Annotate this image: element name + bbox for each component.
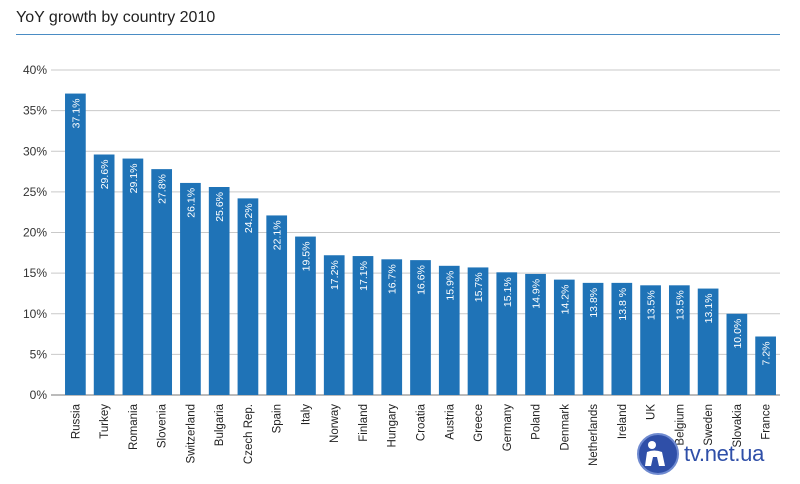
x-category-label: Ireland [617,404,629,439]
bar [496,272,518,395]
data-label: 13.8 % [617,288,629,321]
y-tick-label: 15% [23,266,47,280]
x-category-label: Croatia [416,403,428,441]
data-label: 24.2% [243,203,255,233]
title-divider [16,34,780,35]
data-label: 17.2% [329,260,341,290]
x-category-label: Spain [272,404,284,433]
bar [668,285,690,395]
x-category-label: Turkey [99,404,111,439]
y-tick-label: 0% [30,388,48,402]
data-label: 14.2% [559,285,571,315]
bar [65,93,86,395]
data-label: 15.7% [473,272,485,302]
x-axis-labels: Russia Turkey Romania Slovenia Switzerland Bu… [70,403,772,466]
bar [726,313,748,395]
data-label: 10.0% [732,319,744,349]
data-label: 13.8% [588,288,600,318]
watermark-logo: tv.net.ua [636,432,764,476]
y-tick-label: 20% [23,226,47,240]
y-tick-label: 30% [23,144,47,158]
x-category-label: Germany [502,404,514,452]
bars [65,93,776,395]
data-label: 26.1% [185,188,197,218]
chart-title: YoY growth by country 2010 [16,9,216,26]
x-category-label: UK [646,404,658,420]
y-tick-label: 40% [23,63,47,77]
bar [467,267,489,395]
data-labels: 37.1% 29.6% 29.1% 27.8% 26.1% 25.6% 24.2% 22.1%… [70,99,772,366]
data-label: 14.9% [531,279,543,309]
data-label: 29.1% [128,164,140,194]
x-category-label: Austria [444,403,456,439]
x-category-label: Poland [531,404,543,440]
bar [381,259,403,395]
x-category-label: Denmark [559,404,571,451]
x-category-label: Belgium [674,404,686,446]
bar [266,215,288,395]
data-label: 13.1% [703,294,715,324]
x-category-label: Finland [358,404,370,442]
data-label: 19.5% [300,242,312,272]
bar [295,236,316,395]
x-category-label: Greece [473,404,485,442]
x-category-label: Slovenia [157,403,169,448]
data-label: 17.1% [358,261,370,291]
data-label: 15.9% [444,271,456,301]
y-axis-ticks: 0% 5% 10% 15% 20% 25% 30% 35% 40% [23,63,47,402]
data-label: 29.6% [99,160,111,190]
bar [553,279,575,395]
bar [180,182,201,395]
data-label: 37.1% [70,99,82,129]
data-label: 7.2% [761,342,773,366]
data-label: 25.6% [214,192,226,222]
bar [611,282,633,395]
y-tick-label: 5% [30,347,48,361]
bar [525,273,546,395]
data-label: 16.6% [416,265,428,295]
watermark-text: tv.net.ua [684,441,765,466]
x-category-label: Netherlands [588,404,600,466]
x-category-label: Bulgaria [214,403,226,446]
logo-icon [637,433,679,475]
bar [697,288,719,395]
bar [323,255,345,395]
x-category-label: Hungary [387,404,399,448]
x-category-label: Slovakia [732,403,744,447]
x-category-label: France [761,404,773,440]
x-category-label: Norway [329,404,341,443]
bar [208,187,230,395]
bar [122,158,144,395]
bar [755,336,776,395]
data-label: 13.5% [646,290,658,320]
bar [438,265,460,395]
y-tick-label: 10% [23,307,47,321]
x-category-label: Sweden [703,404,715,446]
data-label: 22.1% [272,220,284,250]
data-label: 13.5% [674,290,686,320]
y-tick-label: 35% [23,104,47,118]
data-label: 27.8% [157,174,169,204]
data-label: 15.1% [502,277,514,307]
bar [352,256,374,395]
bar [582,282,604,395]
x-category-label: Switzerland [185,404,197,463]
x-category-label: Romania [128,403,140,450]
bar [93,154,115,395]
bar [151,169,173,395]
bar [410,260,431,395]
bar [237,198,259,395]
data-label: 16.7% [387,264,399,294]
x-category-label: Russia [70,403,82,439]
y-tick-label: 25% [23,185,47,199]
bar [640,285,661,395]
x-category-label: Italy [300,404,312,425]
x-category-label: Czech Rep. [243,404,255,464]
